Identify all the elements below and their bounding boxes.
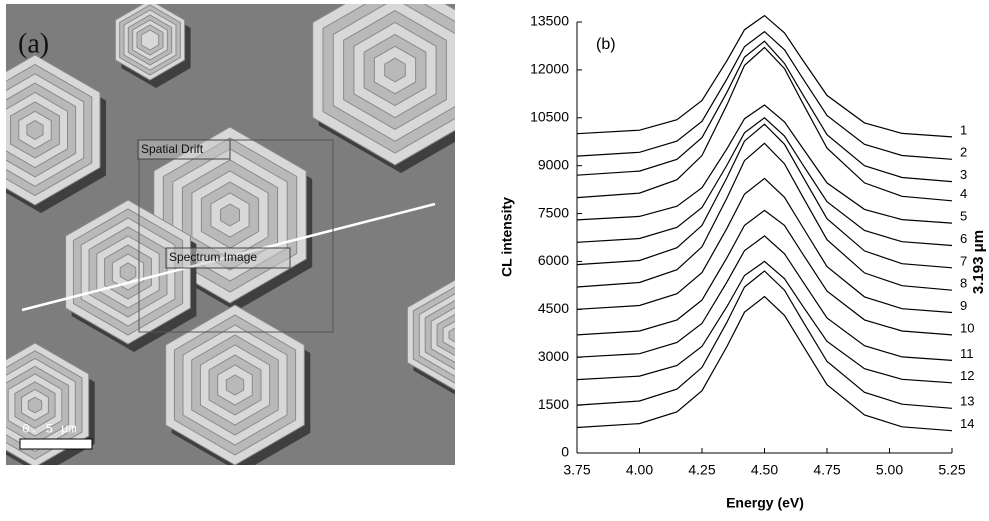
hillock-step	[27, 396, 43, 414]
series-label: 6	[960, 231, 967, 246]
series-label: 12	[960, 368, 974, 383]
series-label: 13	[960, 394, 974, 409]
spectrum-line	[576, 295, 953, 432]
x-tick-label: 4.00	[626, 462, 653, 478]
series-label: 4	[960, 186, 967, 201]
y-tick-label: 7500	[538, 204, 569, 220]
series-label: 2	[960, 145, 967, 160]
spectrum-line	[576, 270, 953, 409]
chart-title: (b)	[596, 36, 616, 53]
y-tick-label: 10500	[530, 108, 569, 124]
hillock-step	[26, 120, 44, 140]
x-axis-label: Energy (eV)	[726, 495, 804, 511]
hillock-step	[220, 203, 240, 227]
x-tick-label: 4.50	[751, 462, 778, 478]
series-label: 10	[960, 320, 974, 335]
annotation-box	[165, 247, 291, 269]
spectrum-line	[576, 30, 953, 160]
spectrum-line	[576, 117, 953, 247]
x-tick-label: 5.25	[938, 462, 965, 478]
x-tick-label: 4.75	[813, 462, 840, 478]
sem-image	[6, 4, 455, 465]
spectrum-line	[576, 14, 953, 138]
spectrum-line	[576, 40, 953, 183]
y-axis-label: CL intensity	[499, 197, 515, 277]
spectrum-line	[576, 235, 953, 361]
x-tick-label: 5.00	[876, 462, 903, 478]
spectrum-line	[576, 123, 953, 269]
y-tick-label: 13500	[530, 13, 569, 29]
y-tick-label: 6000	[538, 252, 569, 268]
scale-bar-label: 0. 5 μm	[22, 421, 77, 436]
y-tick-label: 0	[561, 444, 569, 460]
series-label: 9	[960, 298, 967, 313]
hillock-step	[225, 374, 245, 396]
spectrum-line	[576, 209, 953, 336]
x-tick-label: 3.75	[563, 462, 590, 478]
series-label: 3	[960, 167, 967, 182]
y-tick-label: 3000	[538, 348, 569, 364]
series-label: 8	[960, 276, 967, 291]
spectrum-line	[576, 142, 953, 291]
series-label: 1	[960, 122, 967, 137]
annotation: Spectrum Image	[169, 250, 257, 264]
hillock-step	[384, 57, 406, 83]
series-label: 7	[960, 253, 967, 268]
spectrum-line	[576, 46, 953, 202]
annotation-box	[137, 139, 231, 160]
panel-label: (a)	[18, 28, 49, 59]
annotation: Spatial Drift	[141, 142, 204, 156]
hillock-step	[140, 29, 160, 51]
spectrum-line	[576, 104, 953, 224]
spatial-drift-box	[138, 139, 334, 333]
distance-label: 3.193 μm	[970, 230, 987, 294]
spectrum-line	[576, 260, 953, 384]
series-label: 11	[960, 346, 974, 361]
y-tick-label: 4500	[538, 300, 569, 316]
x-tick-label: 4.25	[688, 462, 715, 478]
series-label: 14	[960, 416, 974, 431]
series-label: 5	[960, 209, 967, 224]
y-tick-label: 1500	[538, 396, 569, 412]
spectrum-line	[576, 177, 953, 314]
hillock-step	[119, 262, 137, 282]
hillock-step	[448, 327, 455, 343]
y-tick-label: 9000	[538, 156, 569, 172]
y-tick-label: 12000	[530, 61, 569, 77]
scale-bar	[19, 438, 93, 450]
